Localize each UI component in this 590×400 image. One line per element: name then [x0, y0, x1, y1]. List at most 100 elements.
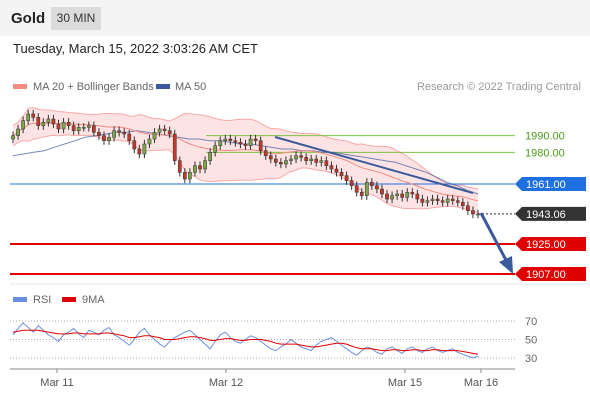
candle-body [339, 172, 344, 176]
candle-body [284, 160, 288, 165]
candle-body [238, 142, 243, 145]
candle-body [294, 155, 298, 160]
pivot-tag [515, 177, 586, 191]
rsi-tick-label: 50 [525, 335, 537, 347]
candle-body [450, 198, 455, 201]
candle-body [36, 117, 41, 126]
candle-body [233, 140, 238, 143]
level-labels: 1990.00 1980.00 1961.00 1925.00 1907.00 1943.… [515, 131, 586, 281]
candle-body [162, 128, 167, 131]
candle-body [263, 150, 268, 156]
candle-body [31, 113, 36, 118]
candle-body [208, 152, 212, 161]
candle-body [26, 113, 31, 121]
candles [11, 109, 480, 219]
last-price-tag [515, 206, 586, 221]
candle-body [218, 140, 223, 146]
candle-body [319, 160, 324, 163]
candle-body [213, 145, 218, 153]
last-price-label: 1943.06 [526, 209, 566, 221]
bollinger-lower [12, 134, 479, 214]
legend-bollinger: MA 20 + Bollinger Bands [33, 81, 154, 93]
trend-line [274, 136, 474, 194]
candle-body [375, 185, 379, 190]
candle-body [314, 158, 319, 163]
chart-datetime: Tuesday, March 15, 2022 3:03:26 AM CET [13, 41, 258, 56]
rsi-panel: 70 50 30 [10, 316, 537, 365]
candle-body [268, 155, 273, 160]
rsi-line [12, 322, 479, 359]
candle-body [122, 132, 127, 135]
candle-body [344, 175, 349, 181]
candle-body [390, 195, 394, 200]
x-tick-label: Mar 16 [464, 377, 498, 389]
legend-swatch-rsi [13, 297, 27, 302]
pivot-label: 1961.00 [526, 179, 566, 191]
candle-body [127, 133, 132, 141]
legend-ma50: MA 50 [175, 81, 206, 93]
candle-body [193, 165, 197, 173]
support-label: 1925.00 [526, 239, 566, 251]
candle-body [273, 158, 278, 163]
candle-body [405, 192, 410, 198]
candle-body [460, 202, 465, 206]
candle-body [102, 135, 106, 141]
candle-body [203, 160, 207, 170]
resistance-label: 1990.00 [525, 131, 565, 143]
rsi-tick-label: 30 [525, 353, 537, 365]
candle-body [435, 198, 440, 201]
candle-body [152, 132, 157, 140]
support-label: 1907.00 [526, 269, 566, 281]
support-tag [515, 267, 586, 281]
candle-body [289, 158, 293, 161]
candle-body [11, 135, 15, 140]
candle-body [41, 122, 46, 126]
forecast-arrow [479, 212, 509, 263]
candle-body [188, 172, 192, 180]
candle-body [71, 125, 76, 131]
legend-swatch-bollinger [13, 84, 27, 89]
candle-body [107, 137, 111, 141]
x-tick-label: Mar 15 [388, 377, 422, 389]
instrument-title: Gold [11, 10, 46, 27]
candle-body [476, 213, 480, 216]
candle-body [66, 122, 71, 126]
x-axis: Mar 11 Mar 12 Mar 15 Mar 16 [40, 369, 498, 389]
candle-body [304, 157, 309, 161]
candle-body [21, 120, 25, 130]
candle-body [61, 122, 66, 130]
candle-body [177, 160, 182, 173]
candle-body [299, 155, 303, 158]
candle-body [400, 193, 405, 198]
legend-rsi-ma: 9MA [82, 294, 105, 306]
candle-body [258, 140, 263, 151]
candle-body [395, 193, 399, 196]
candle-body [324, 160, 329, 166]
candle-body [228, 138, 233, 141]
candle-body [410, 192, 415, 195]
candle-body [420, 198, 425, 203]
timeframe-button[interactable]: 30 MIN [51, 7, 101, 30]
candle-body [172, 133, 177, 161]
source-text: Research © 2022 Trading Central [417, 81, 581, 93]
candle-body [117, 130, 121, 133]
trend-lines [274, 136, 513, 274]
candle-body [92, 125, 96, 133]
candle-body [142, 143, 147, 155]
candle-body [97, 132, 101, 136]
candle-body [86, 125, 91, 128]
candle-body [167, 130, 172, 135]
candle-body [253, 138, 258, 141]
resistance-label: 1980.00 [525, 147, 565, 159]
price-levels [10, 135, 515, 275]
candle-body [329, 165, 334, 170]
candle-body [370, 182, 374, 186]
candle-body [132, 140, 137, 150]
x-tick-label: Mar 12 [209, 377, 243, 389]
candle-body [471, 210, 475, 215]
candle-body [137, 148, 142, 155]
candle-body [334, 168, 339, 173]
candle-body [182, 172, 187, 180]
candle-body [279, 162, 283, 165]
